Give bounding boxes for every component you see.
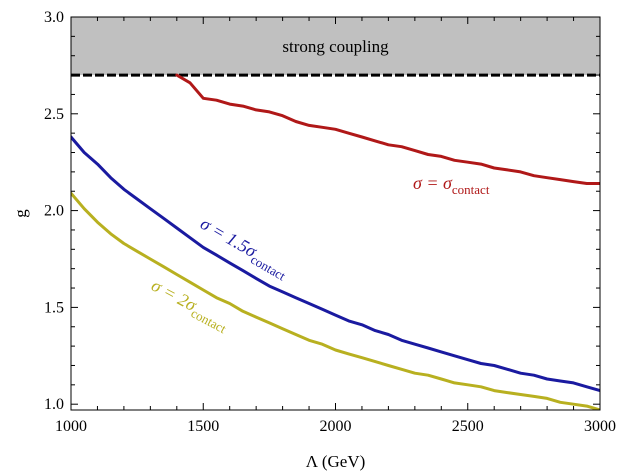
y-tick-label: 2.0 [44, 203, 64, 220]
series-label-2-contact: σ = 2σcontact [146, 275, 233, 336]
x-tick-label: 1000 [55, 418, 87, 435]
series-label-contact: σ = σcontact [413, 173, 490, 197]
tick-layer: 1000 1500 2000 2500 3000 1.0 1.5 2.0 2.5 3.0 [44, 9, 616, 435]
curve-layer [71, 73, 600, 410]
y-tick-label: 1.5 [44, 299, 64, 316]
series-label-1-5-contact-main: σ = 1.5σ [197, 213, 261, 262]
strong-coupling-band-layer [71, 17, 600, 77]
strong-coupling-band [71, 17, 600, 76]
x-tick-label: 2000 [320, 418, 352, 435]
band-label: strong coupling [282, 37, 389, 56]
series-label-1-5-contact: σ = 1.5σcontact [195, 213, 293, 283]
x-tick-label: 2500 [452, 418, 484, 435]
series-label-contact-sub: contact [452, 182, 490, 197]
y-tick-label: 1.0 [44, 396, 64, 413]
series-line-0 [175, 73, 600, 185]
x-tick-label: 1500 [187, 418, 219, 435]
x-axis-label: Λ (GeV) [306, 452, 366, 471]
series-label-2-contact-sub: contact [189, 305, 230, 336]
series-line-2 [71, 191, 600, 410]
y-tick-label: 3.0 [44, 9, 64, 26]
y-axis-label: g [11, 209, 30, 218]
x-tick-label: 3000 [584, 418, 616, 435]
series-label-contact-main: σ = σ [413, 173, 453, 193]
y-tick-label: 2.5 [44, 106, 64, 123]
series-line-1 [71, 135, 600, 393]
